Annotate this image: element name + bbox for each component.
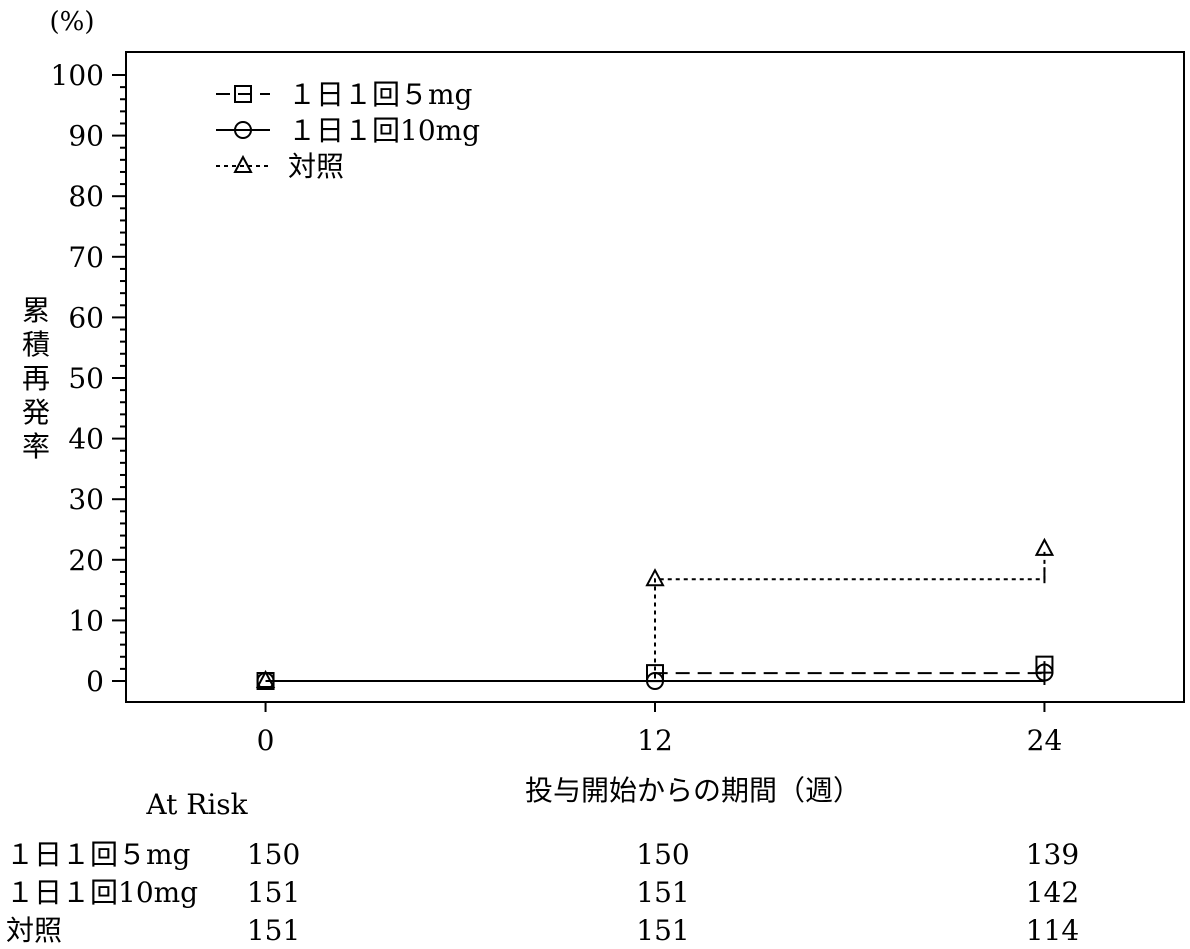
at-risk-count: 151 [247,876,300,909]
at-risk-count: 114 [1026,914,1079,947]
series-point [255,669,276,688]
y-tick-label: 10 [68,604,104,637]
at-risk-count: 139 [1026,838,1079,871]
at-risk-count: 151 [636,876,689,909]
legend-label: １日１回５mg [288,78,473,111]
at-risk-count: 151 [247,914,300,947]
legend-label: 対照 [288,150,344,183]
y-tick-label: 70 [68,241,104,274]
legend-marker [233,154,253,173]
legend-marker [234,121,252,139]
legend-label: １日１回10mg [288,114,480,147]
legend-marker [234,85,252,103]
at-risk-count: 151 [636,914,689,947]
y-tick-label: 80 [68,180,104,213]
y-tick-label: 0 [86,665,104,698]
y-tick-label: 60 [68,301,104,334]
x-axis: 0 12 24 [257,702,1063,757]
at-risk-title: At Risk [145,788,248,821]
y-tick-label: 90 [68,120,104,153]
x-tick-label: 0 [257,724,275,757]
series-layer [255,537,1055,690]
at-risk-table: At Risk １日１回５mg 150 150 139 １日１回10mg 151 151 14… [6,788,1079,947]
y-axis-label: 累積再発率 [22,294,50,463]
y-tick-label: 30 [68,483,104,516]
y-tick-label: 40 [68,423,104,456]
x-axis-label: 投与開始からの期間（週） [525,774,861,807]
y-tick-label: 20 [68,544,104,577]
at-risk-count: 142 [1026,876,1079,909]
y-tick-label: 50 [68,362,104,395]
series-point [1034,537,1055,556]
series-point [646,672,664,690]
y-axis: 0 10 20 30 40 50 60 70 80 90 100 [51,59,126,698]
at-risk-count: 150 [636,838,689,871]
at-risk-row-label: １日１回５mg [6,838,191,871]
series-point [645,568,665,587]
x-tick-label: 24 [1027,724,1063,757]
y-unit-label: (%) [50,7,95,37]
at-risk-row-label: 対照 [6,914,62,947]
y-tick-label: 100 [51,59,104,92]
at-risk-row-label: １日１回10mg [6,876,198,909]
at-risk-count: 150 [247,838,300,871]
x-tick-label: 12 [637,724,673,757]
